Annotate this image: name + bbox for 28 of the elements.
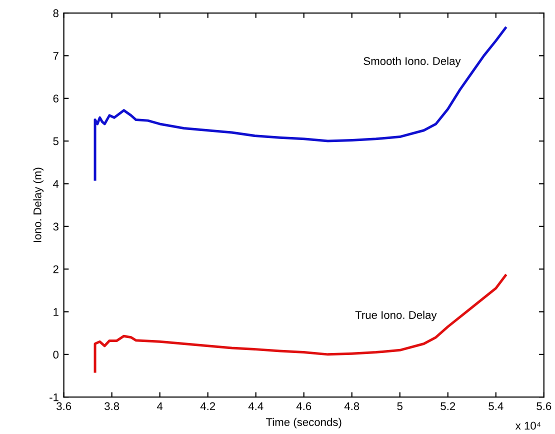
x-tick-label: 4 <box>157 402 163 410</box>
x-tick-label: 5.2 <box>440 402 456 410</box>
y-tick-label: 5 <box>53 137 58 146</box>
x-axis-title: Time (seconds) <box>266 418 342 428</box>
x-tick-label: 3.6 <box>56 402 72 410</box>
y-tick-label: 7 <box>53 52 58 60</box>
y-tick-label: 4 <box>53 180 59 188</box>
y-tick-label: 1 <box>54 308 58 316</box>
x-tick-label: 4.2 <box>200 402 216 410</box>
y-tick-label: 6 <box>53 94 58 103</box>
y-tick-label: 8 <box>53 9 58 18</box>
x-tick-label: 4.6 <box>296 402 312 410</box>
y-tick-label: 3 <box>53 222 58 231</box>
series-label: True Iono. Delay <box>355 310 437 322</box>
line-series <box>94 26 507 181</box>
series-label: Smooth Iono. Delay <box>364 56 461 68</box>
y-axis-title: Iono. Delay (m) <box>33 168 44 242</box>
x-tick-label: 4.4 <box>248 402 264 410</box>
text: x 10⁴ <box>515 422 541 430</box>
y-tick-label: 0 <box>53 350 59 359</box>
y-tick-label: 2 <box>53 265 58 274</box>
x-tick-label: 3.8 <box>104 402 120 410</box>
x-tick-label: 4.8 <box>344 402 360 410</box>
x-tick-label: 5.4 <box>488 402 504 410</box>
x-tick-label: 5 <box>397 402 402 410</box>
line-series <box>94 274 507 373</box>
x-tick-label: 5.6 <box>536 402 552 410</box>
y-tick-label: -1 <box>50 393 58 402</box>
